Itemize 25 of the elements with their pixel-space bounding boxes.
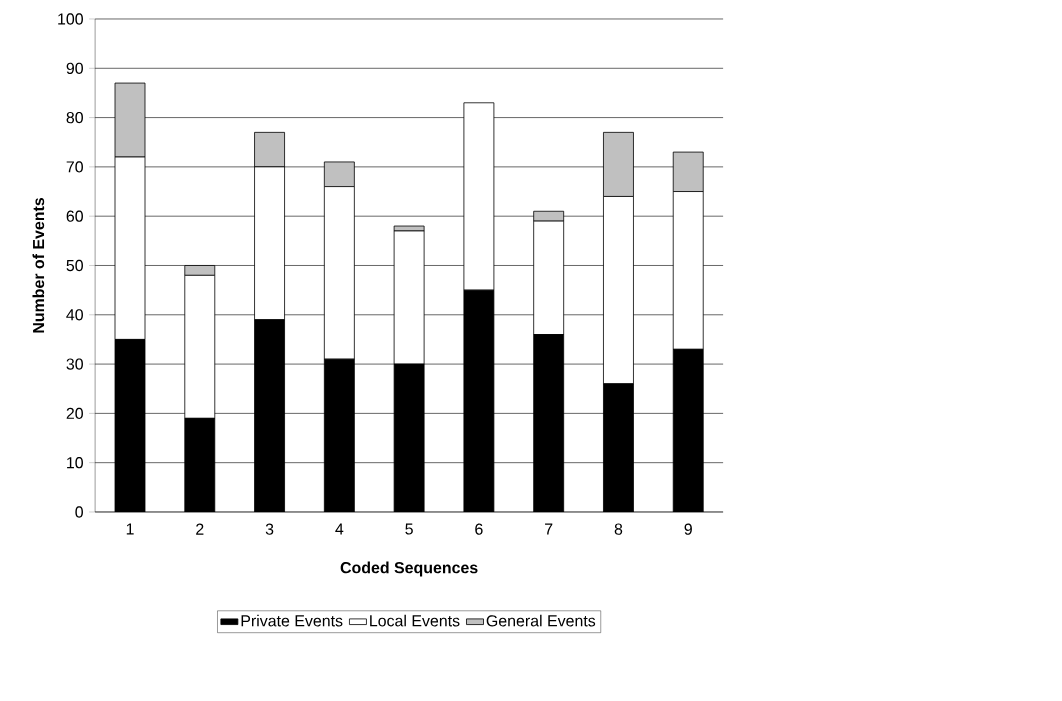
y-tick-label: 70	[66, 161, 83, 173]
x-tick-label: 3	[265, 523, 274, 535]
y-tick-label: 80	[66, 111, 83, 124]
x-tick-label: 5	[405, 523, 413, 535]
y-tick-label: 50	[66, 259, 83, 272]
legend-label: General Events	[486, 614, 596, 627]
y-tick-label: 30	[66, 358, 83, 370]
x-tick-label: 7	[545, 523, 553, 535]
y-tick-label: 10	[67, 457, 83, 469]
y-tick-label: 40	[66, 309, 83, 321]
y-tick-label: 90	[66, 62, 83, 74]
y-tick-label: 20	[66, 407, 83, 420]
x-tick-label: 4	[335, 523, 344, 535]
x-tick-label: 9	[684, 523, 692, 535]
x-tick-label: 1	[126, 523, 134, 535]
x-axis-title: Coded Sequences	[340, 561, 478, 577]
y-tick-label: 0	[75, 506, 83, 518]
x-tick-label: 2	[196, 523, 204, 535]
legend-label: Local Events	[370, 614, 460, 627]
legend-label: Private Events	[241, 614, 343, 627]
y-tick-label: 60	[66, 210, 83, 222]
x-tick-label: 6	[475, 523, 483, 535]
x-tick-label: 8	[614, 523, 623, 535]
y-tick-label: 100	[58, 13, 83, 25]
y-axis-title: Number of Events	[32, 197, 45, 333]
